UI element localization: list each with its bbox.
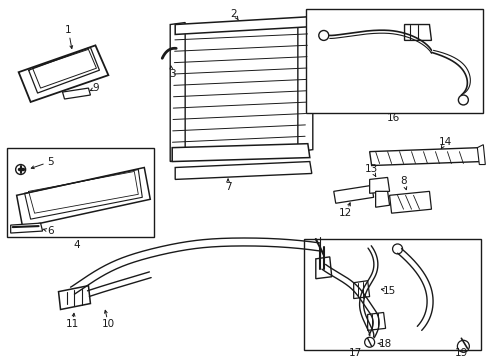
Text: 12: 12: [338, 208, 352, 218]
Polygon shape: [175, 162, 311, 179]
Text: 16: 16: [386, 113, 399, 123]
Text: 19: 19: [454, 348, 467, 358]
Text: 9: 9: [92, 83, 99, 93]
Polygon shape: [17, 167, 150, 227]
Text: 4: 4: [73, 240, 80, 250]
Bar: [7, 148, 154, 237]
Polygon shape: [389, 192, 430, 213]
Polygon shape: [172, 23, 307, 154]
Polygon shape: [369, 177, 389, 193]
Polygon shape: [175, 17, 313, 35]
Polygon shape: [172, 144, 309, 162]
Polygon shape: [19, 45, 108, 102]
Polygon shape: [170, 23, 185, 162]
Text: 5: 5: [47, 157, 54, 167]
Polygon shape: [333, 185, 373, 203]
Text: 17: 17: [348, 348, 362, 358]
Text: 3: 3: [168, 69, 175, 79]
Text: 14: 14: [438, 137, 451, 147]
Text: 6: 6: [47, 226, 54, 236]
Text: 7: 7: [224, 183, 231, 192]
Circle shape: [16, 165, 25, 175]
Text: 15: 15: [382, 285, 395, 296]
Polygon shape: [369, 148, 480, 166]
Polygon shape: [404, 24, 430, 40]
Text: 18: 18: [378, 339, 391, 349]
Text: 8: 8: [399, 176, 406, 186]
Polygon shape: [375, 192, 389, 207]
Text: 13: 13: [364, 165, 378, 175]
Polygon shape: [297, 17, 312, 152]
Polygon shape: [367, 312, 385, 330]
Polygon shape: [315, 257, 331, 279]
Polygon shape: [62, 88, 90, 99]
Bar: [303, 239, 480, 350]
Text: 10: 10: [102, 319, 115, 329]
Text: 1: 1: [65, 26, 72, 36]
Text: 2: 2: [230, 9, 237, 19]
Polygon shape: [353, 281, 369, 298]
Polygon shape: [11, 223, 42, 233]
Polygon shape: [476, 145, 484, 165]
Text: 11: 11: [66, 319, 79, 329]
Polygon shape: [59, 286, 90, 310]
Bar: [305, 9, 482, 113]
